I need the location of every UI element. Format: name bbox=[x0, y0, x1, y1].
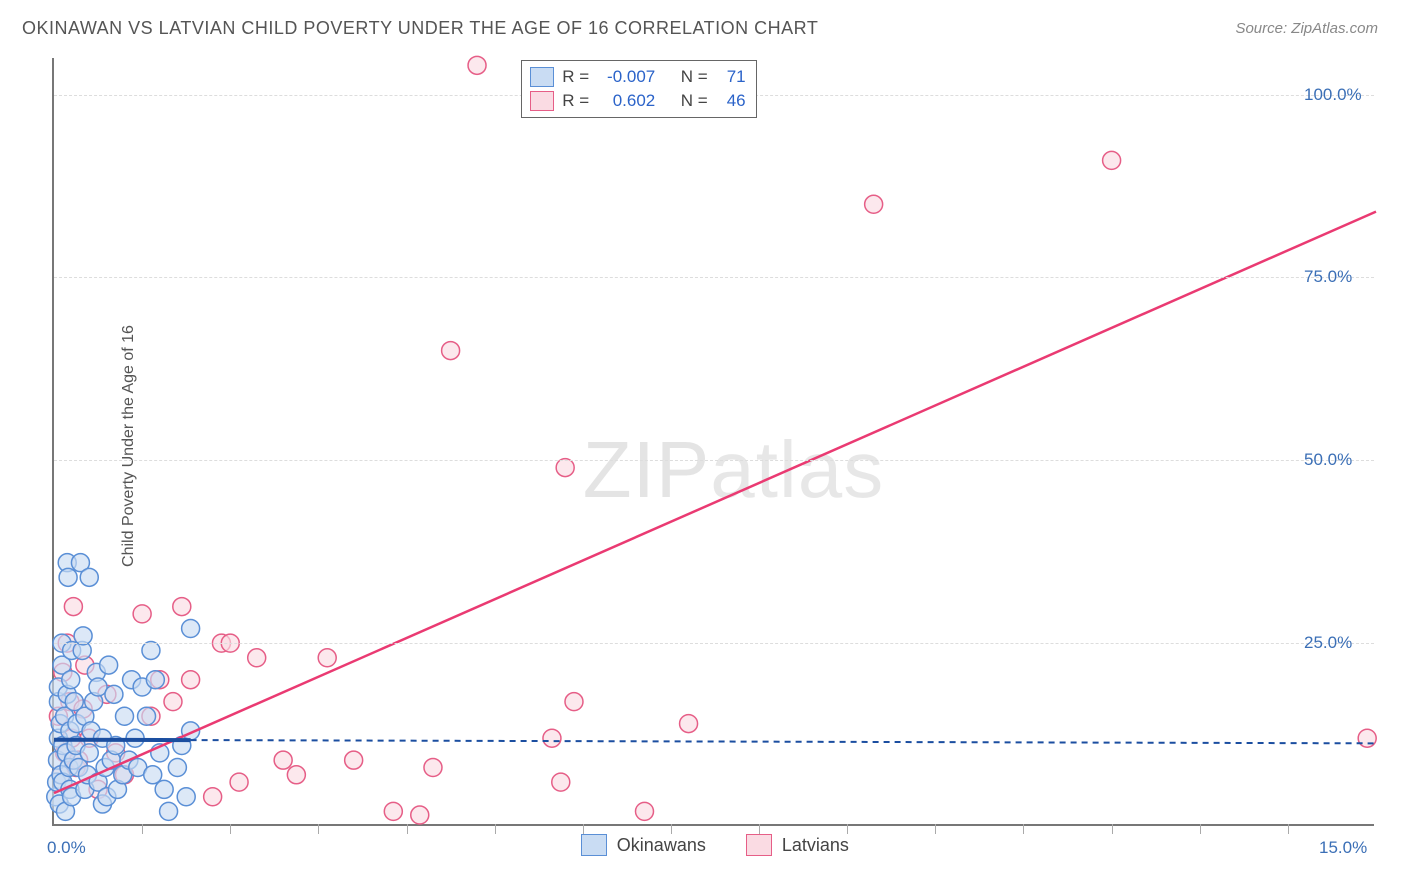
y-tick-label: 75.0% bbox=[1304, 267, 1352, 287]
swatch-latvians bbox=[746, 834, 772, 856]
y-tick-label: 50.0% bbox=[1304, 450, 1352, 470]
r-value-okinawans: -0.007 bbox=[597, 65, 655, 89]
swatch-okinawans bbox=[581, 834, 607, 856]
chart-svg bbox=[54, 58, 1376, 826]
source-label: Source: ZipAtlas.com bbox=[1235, 20, 1378, 37]
swatch-latvians bbox=[530, 91, 554, 111]
chart-title: OKINAWAN VS LATVIAN CHILD POVERTY UNDER … bbox=[22, 18, 818, 39]
legend-row-latvians: R = 0.602 N = 46 bbox=[530, 89, 745, 113]
n-label: N = bbox=[681, 65, 708, 89]
r-value-latvians: 0.602 bbox=[597, 89, 655, 113]
n-value-latvians: 46 bbox=[716, 89, 746, 113]
legend-item-okinawans: Okinawans bbox=[581, 834, 706, 856]
y-tick-label: 100.0% bbox=[1304, 85, 1362, 105]
n-label: N = bbox=[681, 89, 708, 113]
series-legend: Okinawans Latvians bbox=[581, 834, 849, 856]
n-value-okinawans: 71 bbox=[716, 65, 746, 89]
x-tick-end: 15.0% bbox=[1319, 838, 1367, 858]
legend-item-latvians: Latvians bbox=[746, 834, 849, 856]
correlation-legend: R = -0.007 N = 71 R = 0.602 N = 46 bbox=[521, 60, 756, 118]
r-label: R = bbox=[562, 89, 589, 113]
x-tick-origin: 0.0% bbox=[47, 838, 86, 858]
swatch-okinawans bbox=[530, 67, 554, 87]
r-label: R = bbox=[562, 65, 589, 89]
y-tick-label: 25.0% bbox=[1304, 633, 1352, 653]
legend-label-latvians: Latvians bbox=[782, 835, 849, 856]
legend-label-okinawans: Okinawans bbox=[617, 835, 706, 856]
legend-row-okinawans: R = -0.007 N = 71 bbox=[530, 65, 745, 89]
chart-plot-area: ZIPatlas bbox=[52, 58, 1374, 826]
